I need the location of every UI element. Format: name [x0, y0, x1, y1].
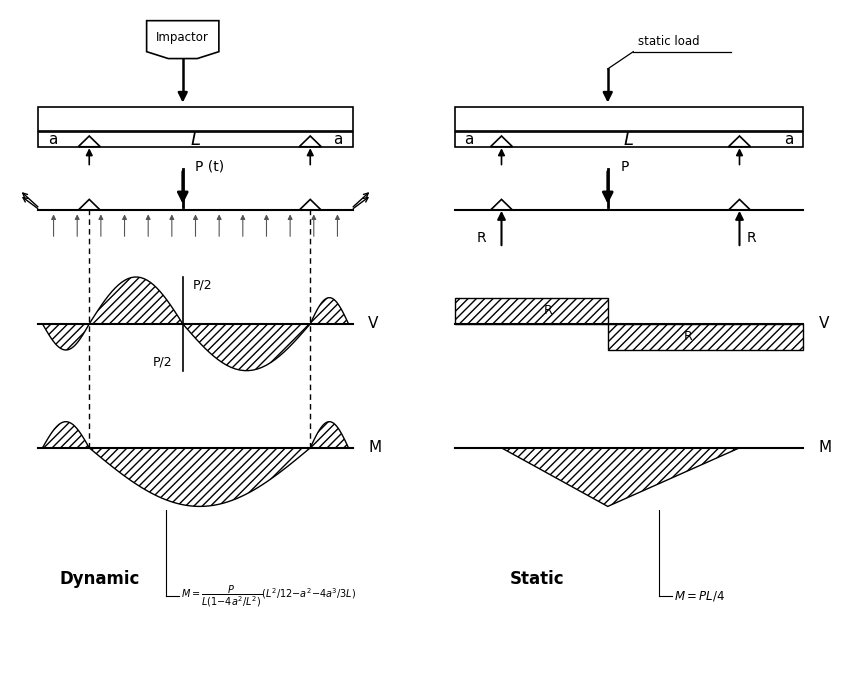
Text: L: L	[190, 130, 201, 149]
Text: $M{=}PL/4$: $M{=}PL/4$	[674, 589, 725, 603]
Polygon shape	[183, 324, 310, 371]
Text: P/2: P/2	[193, 279, 212, 291]
Text: R: R	[746, 231, 756, 245]
Text: M: M	[368, 440, 381, 455]
Polygon shape	[89, 448, 310, 506]
Polygon shape	[455, 448, 803, 506]
Text: V: V	[819, 316, 829, 331]
Bar	[455, 107, 803, 131]
Bar	[38, 132, 353, 147]
Text: a: a	[784, 132, 794, 147]
Text: M: M	[819, 440, 831, 455]
Polygon shape	[42, 324, 89, 350]
Text: static load: static load	[638, 35, 699, 48]
Text: Dynamic: Dynamic	[60, 570, 140, 588]
Polygon shape	[310, 422, 348, 448]
Text: R: R	[544, 305, 552, 317]
Text: R: R	[684, 331, 693, 343]
Polygon shape	[455, 298, 608, 324]
Polygon shape	[89, 277, 183, 324]
Text: a: a	[464, 132, 474, 147]
Polygon shape	[310, 298, 348, 324]
Text: Static: Static	[510, 570, 564, 588]
Polygon shape	[42, 422, 89, 448]
Text: $M{=}\dfrac{P}{L(1{-}4a^2/L^2)}(L^2/12{-}a^2{-}4a^3/3L)$: $M{=}\dfrac{P}{L(1{-}4a^2/L^2)}(L^2/12{-…	[181, 583, 356, 609]
Text: L: L	[624, 130, 634, 149]
Text: a: a	[333, 132, 343, 147]
Polygon shape	[608, 324, 803, 350]
Text: P (t): P (t)	[196, 160, 224, 174]
Text: a: a	[48, 132, 58, 147]
Text: P/2: P/2	[153, 356, 173, 369]
Bar	[38, 107, 353, 131]
Text: V: V	[368, 316, 378, 331]
Bar	[455, 132, 803, 147]
Text: P: P	[620, 160, 629, 174]
Text: R: R	[477, 231, 486, 245]
Text: Impactor: Impactor	[156, 31, 209, 44]
